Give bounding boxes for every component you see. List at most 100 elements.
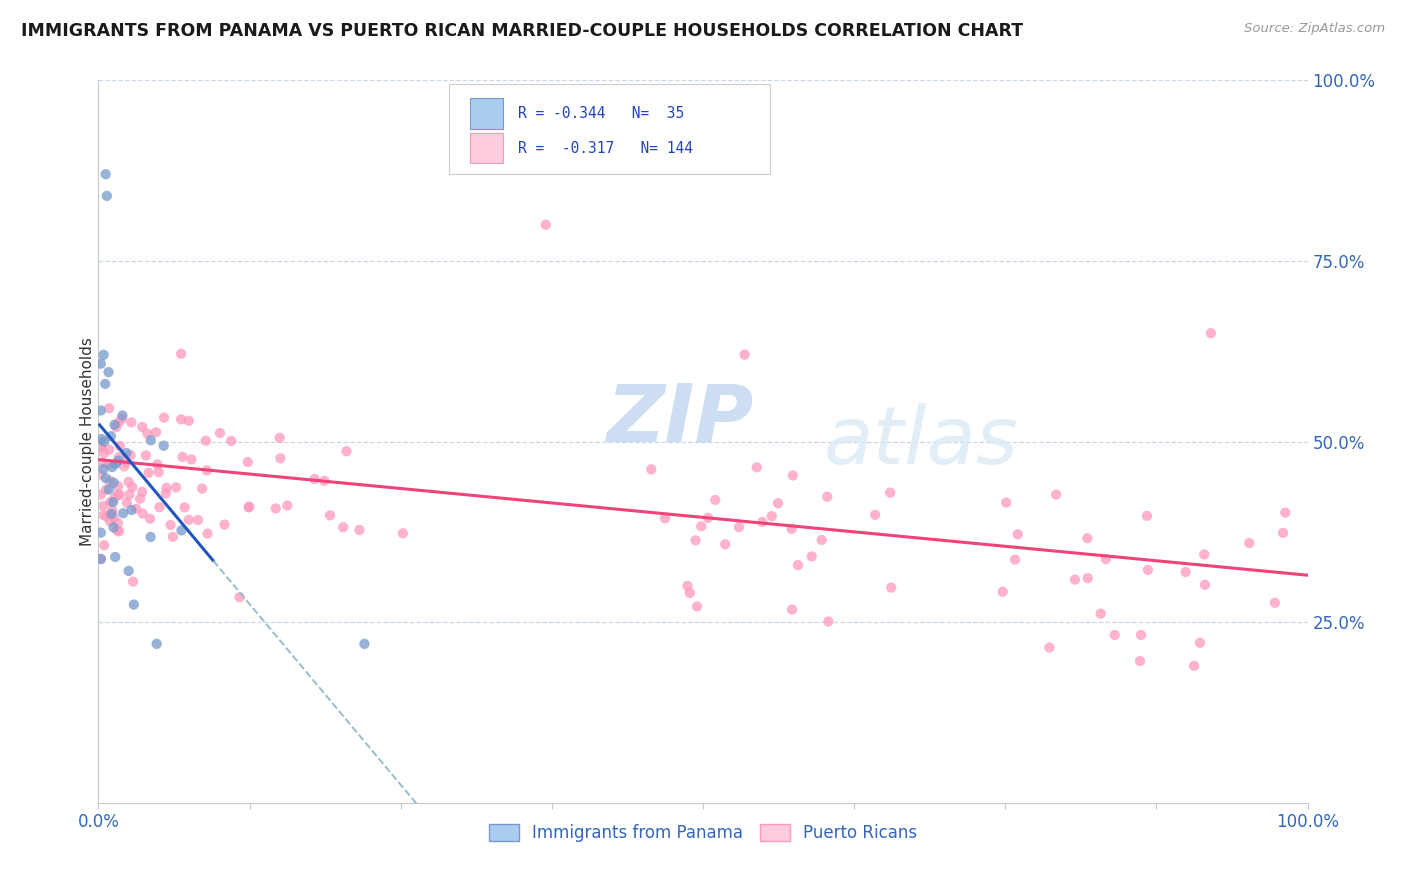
Point xyxy=(995,495,1018,509)
Point xyxy=(690,519,713,533)
Point xyxy=(228,591,250,605)
Point xyxy=(120,503,142,517)
Point xyxy=(172,450,194,464)
Point xyxy=(162,530,184,544)
Point xyxy=(170,347,193,361)
Point xyxy=(304,472,326,486)
Point xyxy=(90,488,112,502)
Point xyxy=(880,581,903,595)
Point xyxy=(94,483,117,497)
Point xyxy=(780,522,803,536)
Point xyxy=(93,348,115,362)
Point xyxy=(145,425,167,440)
Point xyxy=(90,552,112,566)
Point xyxy=(94,376,117,391)
Point xyxy=(115,496,138,510)
Point xyxy=(1130,628,1153,642)
Point xyxy=(173,500,195,515)
Point xyxy=(686,599,709,614)
Point xyxy=(208,425,231,440)
Point xyxy=(97,365,120,379)
Point xyxy=(177,513,200,527)
Point xyxy=(1136,563,1159,577)
Point xyxy=(197,526,219,541)
Point xyxy=(766,496,789,510)
Point xyxy=(131,420,153,434)
Point xyxy=(104,549,127,564)
Point xyxy=(90,440,112,454)
Point xyxy=(534,218,557,232)
Point xyxy=(117,564,139,578)
Point xyxy=(1274,506,1296,520)
Point xyxy=(120,416,142,430)
Point xyxy=(1237,536,1260,550)
Point xyxy=(1045,487,1067,501)
Point xyxy=(108,524,131,539)
Point xyxy=(98,474,121,488)
Point xyxy=(148,465,170,479)
Point xyxy=(107,479,129,493)
Point xyxy=(180,452,202,467)
Point xyxy=(122,574,145,589)
Point xyxy=(146,458,169,472)
Point xyxy=(319,508,342,523)
Point xyxy=(98,514,121,528)
Point xyxy=(155,481,177,495)
FancyBboxPatch shape xyxy=(449,84,769,174)
Point xyxy=(780,602,803,616)
Point xyxy=(714,537,737,551)
Point xyxy=(728,520,751,534)
Point xyxy=(96,509,118,524)
Point xyxy=(1194,578,1216,592)
Point xyxy=(122,598,145,612)
Point xyxy=(238,500,260,514)
Point xyxy=(103,510,125,524)
Point xyxy=(91,499,114,513)
Point xyxy=(165,480,187,494)
Point xyxy=(1007,527,1029,541)
Point xyxy=(108,450,131,465)
Point xyxy=(107,487,129,501)
Point xyxy=(93,446,115,460)
Point xyxy=(105,524,128,538)
Point xyxy=(103,417,125,432)
Point xyxy=(100,429,122,443)
Point xyxy=(104,491,127,505)
Point xyxy=(349,523,371,537)
Point xyxy=(138,466,160,480)
Point xyxy=(1136,508,1159,523)
Point xyxy=(97,457,120,471)
Text: R = -0.344   N=  35: R = -0.344 N= 35 xyxy=(517,106,685,121)
Point xyxy=(108,439,131,453)
Point xyxy=(1038,640,1060,655)
Point xyxy=(120,448,142,462)
Point xyxy=(121,480,143,494)
Point xyxy=(139,530,162,544)
Point xyxy=(817,615,839,629)
Point xyxy=(148,500,170,515)
Point xyxy=(129,491,152,506)
Point xyxy=(93,538,115,552)
Point xyxy=(104,457,127,471)
Point xyxy=(879,485,901,500)
Point xyxy=(93,508,115,523)
Point xyxy=(194,434,217,448)
Point xyxy=(191,482,214,496)
Point xyxy=(90,403,112,417)
Point xyxy=(276,499,298,513)
Point xyxy=(1188,636,1211,650)
Bar xyxy=(470,98,503,128)
Point xyxy=(131,484,153,499)
Text: atlas: atlas xyxy=(824,402,1019,481)
Point xyxy=(1090,607,1112,621)
Point xyxy=(118,488,141,502)
Point xyxy=(132,507,155,521)
Point xyxy=(136,426,159,441)
Point xyxy=(94,167,117,181)
Point xyxy=(107,453,129,467)
Point xyxy=(108,488,131,502)
Point xyxy=(101,504,124,518)
Point xyxy=(90,432,112,446)
Point xyxy=(219,434,242,448)
Point xyxy=(1064,573,1087,587)
